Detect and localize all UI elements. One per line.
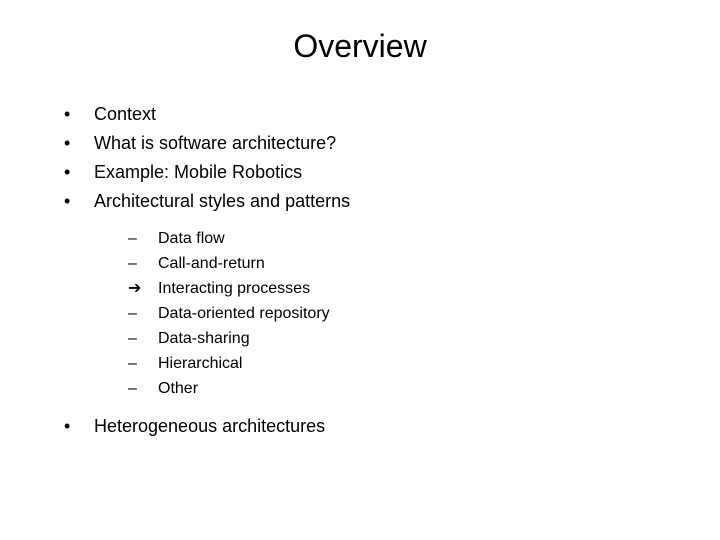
list-item-text: Hierarchical [158,352,242,376]
dash-icon: – [128,227,158,251]
list-item-text: Interacting processes [158,277,310,301]
list-item-text: Call-and-return [158,252,265,276]
dash-icon: – [128,302,158,326]
dash-icon: – [128,327,158,351]
list-item-text: What is software architecture? [94,130,336,157]
list-item-text: Heterogeneous architectures [94,413,325,440]
arrow-icon: ➔ [128,277,158,301]
list-item: • Example: Mobile Robotics [60,159,660,186]
list-item: • Architectural styles and patterns [60,188,660,215]
list-item: • What is software architecture? [60,130,660,157]
list-item: – Other [128,377,660,401]
list-item: – Data flow [128,227,660,251]
list-item: – Call-and-return [128,252,660,276]
level1-list-after: • Heterogeneous architectures [60,413,660,440]
level2-list: – Data flow – Call-and-return ➔ Interact… [60,227,660,401]
level1-list: • Context • What is software architectur… [60,101,660,215]
list-item-text: Data-sharing [158,327,250,351]
list-item: – Hierarchical [128,352,660,376]
list-item-text: Data flow [158,227,225,251]
list-item: • Heterogeneous architectures [60,413,660,440]
dash-icon: – [128,252,158,276]
list-item: – Data-sharing [128,327,660,351]
bullet-icon: • [60,159,94,186]
slide-title: Overview [60,28,660,65]
list-item-text: Data-oriented repository [158,302,330,326]
list-item: – Data-oriented repository [128,302,660,326]
dash-icon: – [128,377,158,401]
bullet-icon: • [60,101,94,128]
list-item-text: Other [158,377,198,401]
list-item-text: Context [94,101,156,128]
list-item-text: Example: Mobile Robotics [94,159,302,186]
bullet-icon: • [60,130,94,157]
dash-icon: – [128,352,158,376]
bullet-icon: • [60,188,94,215]
list-item: • Context [60,101,660,128]
list-item: ➔ Interacting processes [128,277,660,301]
bullet-icon: • [60,413,94,440]
list-item-text: Architectural styles and patterns [94,188,350,215]
